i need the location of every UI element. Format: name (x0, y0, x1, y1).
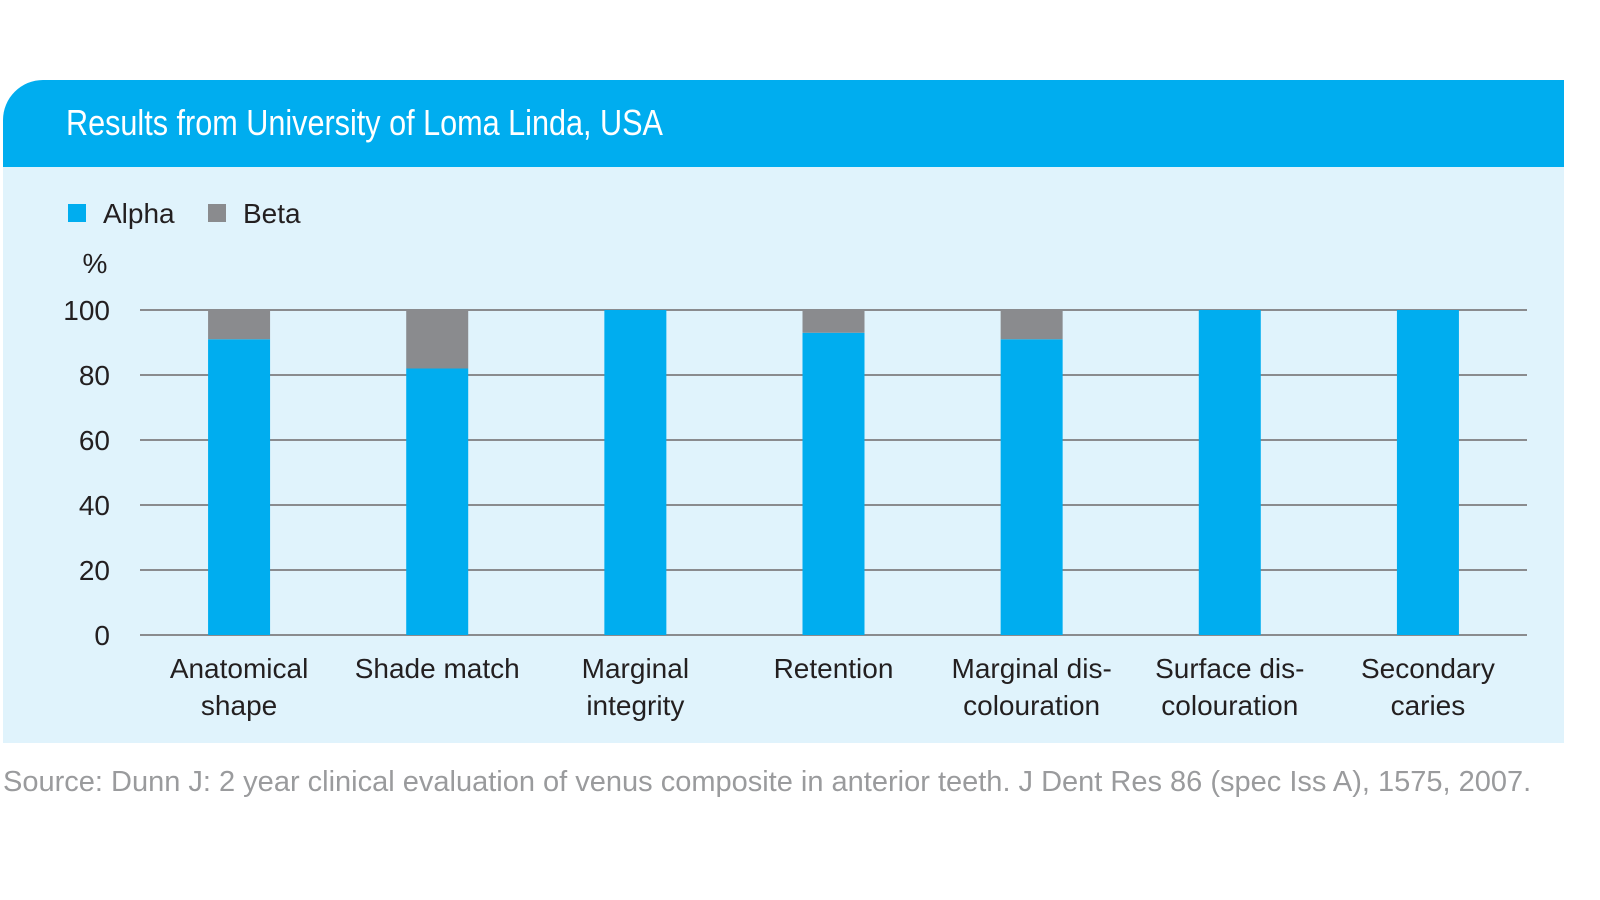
x-tick-label: shape (201, 690, 277, 721)
x-tick-label: Secondary (1361, 653, 1495, 684)
bar-alpha (802, 332, 865, 635)
chart-title: Results from University of Loma Linda, U… (66, 102, 663, 143)
bar-beta (208, 310, 271, 340)
bar-alpha (604, 310, 667, 635)
x-tick-label: Shade match (355, 653, 520, 684)
x-tick-label: colouration (1161, 690, 1298, 721)
x-tick-label: Retention (774, 653, 894, 684)
bar-beta (406, 310, 469, 369)
bar-beta (802, 310, 865, 333)
x-tick-label: Surface dis- (1155, 653, 1304, 684)
legend-swatch-beta (208, 204, 226, 222)
y-axis-label: % (83, 248, 108, 279)
x-tick-label: Anatomical (170, 653, 309, 684)
chart-header: Results from University of Loma Linda, U… (3, 80, 1564, 167)
x-tick-label: Marginal dis- (952, 653, 1112, 684)
bar-alpha (1000, 339, 1063, 635)
x-tick-label: Marginal (582, 653, 689, 684)
legend-swatch-alpha (68, 204, 86, 222)
bar-beta (1000, 310, 1063, 340)
bar-alpha (208, 339, 271, 635)
legend-label-beta: Beta (243, 198, 301, 229)
legend-label-alpha: Alpha (103, 198, 175, 229)
x-tick-label: caries (1391, 690, 1466, 721)
y-tick-label: 100 (63, 295, 110, 326)
y-tick-label: 80 (79, 360, 110, 391)
y-tick-label: 20 (79, 555, 110, 586)
y-tick-label: 60 (79, 425, 110, 456)
y-tick-label: 40 (79, 490, 110, 521)
bar-alpha (406, 368, 469, 635)
y-tick-label: 0 (94, 620, 110, 651)
x-tick-label: integrity (586, 690, 684, 721)
source-note: Source: Dunn J: 2 year clinical evaluati… (3, 766, 1532, 798)
bar-alpha (1396, 310, 1459, 635)
bar-alpha (1198, 310, 1261, 635)
x-tick-label: colouration (963, 690, 1100, 721)
